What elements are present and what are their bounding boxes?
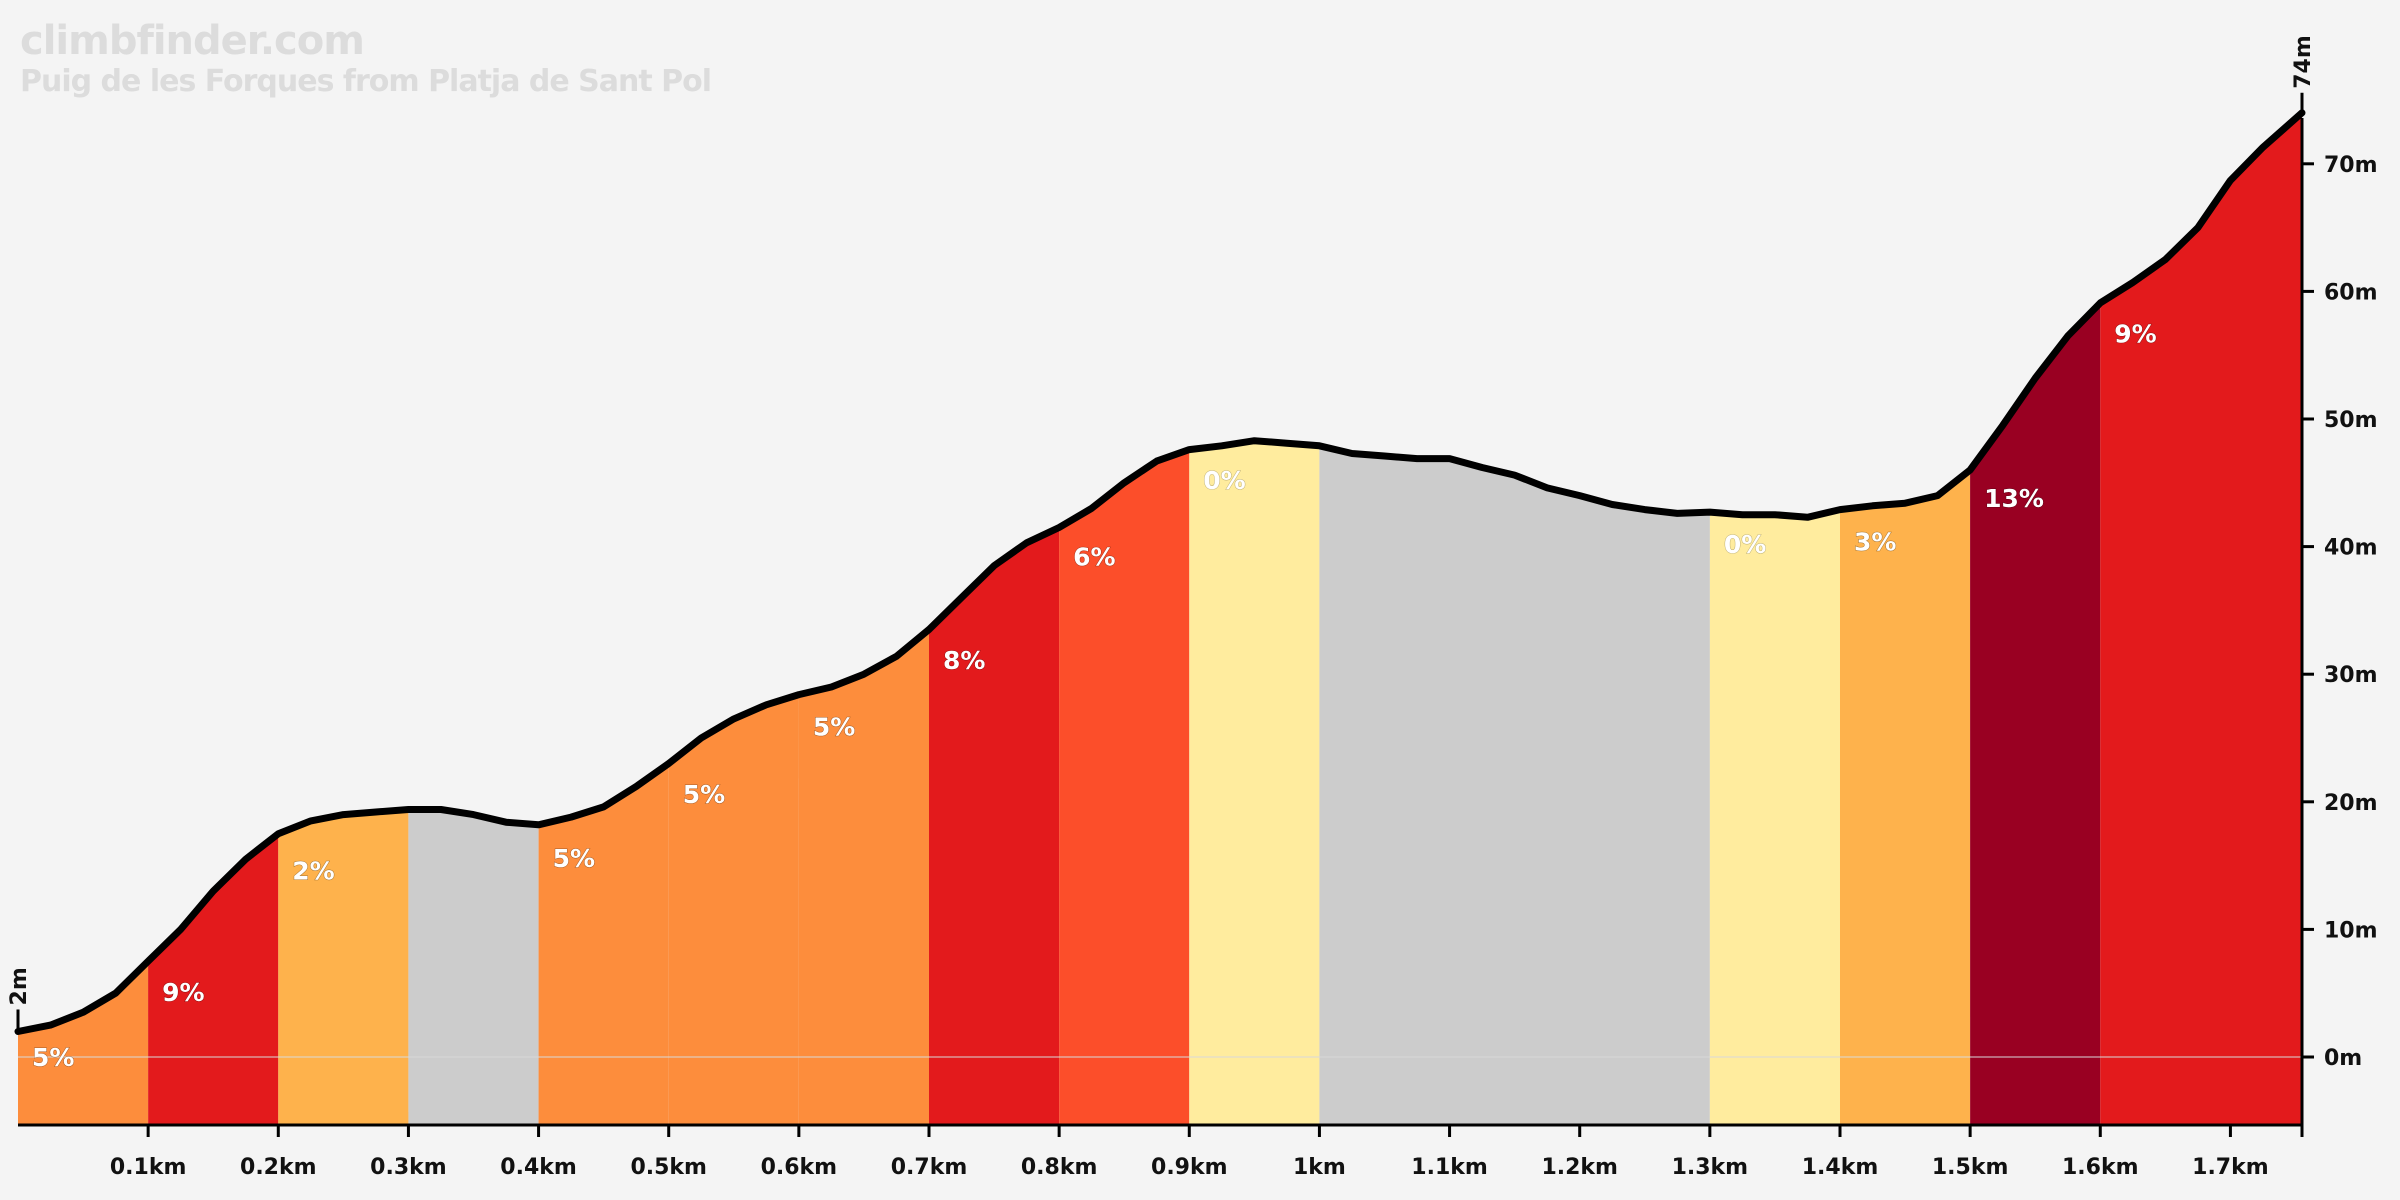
y-tick-label-4: 40m: [2324, 536, 2378, 561]
x-tick-label-5: 0.6km: [761, 1155, 838, 1180]
segment-area-2: [278, 809, 409, 1125]
y-tick-label-2: 20m: [2324, 791, 2378, 816]
y-tick-label-1: 10m: [2324, 918, 2378, 943]
segment-grade-label-1: 9%: [162, 978, 204, 1007]
segment-area-0: [18, 961, 149, 1125]
segment-grade-label-0: 5%: [32, 1043, 74, 1072]
site-name: climbfinder.com: [20, 18, 365, 64]
segment-grade-labels: 5% 9% 2% 5% 5% 5% 8% 6% 0% 0% 3% 13% 9%: [32, 319, 2158, 1072]
x-tick-label-7: 0.8km: [1021, 1155, 1098, 1180]
x-tick-label-6: 0.7km: [891, 1155, 968, 1180]
segment-area-7: [928, 527, 1060, 1125]
x-tick-label-14: 1.5km: [1932, 1155, 2009, 1180]
x-tick-label-15: 1.6km: [2062, 1155, 2139, 1180]
x-tick-label-12: 1.3km: [1672, 1155, 1749, 1180]
segment-area-12: [1839, 470, 1971, 1125]
segment-area-10: [1319, 445, 1710, 1125]
segment-grade-label-2: 2%: [292, 857, 334, 886]
segment-grade-label-11: 0%: [1724, 530, 1766, 559]
x-tick-label-2: 0.3km: [370, 1155, 447, 1180]
elevation-end-labels: 2m 74m: [7, 35, 2316, 1032]
x-tick-label-4: 0.5km: [630, 1155, 707, 1180]
x-tick-label-13: 1.4km: [1802, 1155, 1879, 1180]
y-tick-label-3: 30m: [2324, 663, 2378, 688]
x-tick-label-0: 0.1km: [110, 1155, 187, 1180]
x-tick-label-8: 0.9km: [1151, 1155, 1228, 1180]
x-tick-label-11: 1.2km: [1541, 1155, 1618, 1180]
x-tick-label-16: 1.7km: [2192, 1155, 2269, 1180]
x-tick-label-9: 1km: [1293, 1155, 1346, 1180]
segment-grade-label-4: 5%: [553, 844, 595, 873]
segment-area-13: [1970, 302, 2101, 1125]
segment-area-9: [1189, 440, 1320, 1125]
segment-area-5: [668, 694, 799, 1125]
x-axis: 0.1km 0.2km 0.3km 0.4km 0.5km 0.6km 0.7km 0.8km…: [18, 1123, 2302, 1180]
climb-title: Puig de les Forques from Platja de Sant …: [20, 64, 712, 99]
end-elevation-label: 74m: [2291, 35, 2316, 89]
y-tick-label-0: 0m: [2324, 1046, 2362, 1071]
segment-area-6: [798, 629, 929, 1125]
gradient-segments: [18, 112, 2302, 1126]
segment-grade-label-7: 8%: [943, 646, 985, 675]
segment-area-11: [1709, 509, 1840, 1126]
brand-watermark: climbfinder.com Puig de les Forques from…: [20, 18, 712, 100]
x-tick-label-1: 0.2km: [240, 1155, 317, 1180]
segment-grade-label-8: 6%: [1073, 543, 1115, 572]
y-axis: 0m 10m 20m 30m 40m 50m 60m 70m: [2300, 118, 2378, 1137]
segment-grade-label-9: 0%: [1203, 466, 1245, 495]
segment-grade-label-5: 5%: [683, 780, 725, 809]
segment-grade-label-14: 9%: [2114, 319, 2156, 348]
start-elevation-label: 2m: [7, 967, 32, 1005]
segment-grade-label-13: 13%: [1984, 484, 2044, 513]
profile-line: [14, 109, 2306, 1035]
y-tick-label-5: 50m: [2324, 408, 2378, 433]
segment-area-3: [408, 809, 539, 1125]
segment-area-8: [1059, 449, 1190, 1126]
x-tick-label-3: 0.4km: [500, 1155, 577, 1180]
segment-grade-label-12: 3%: [1854, 527, 1896, 556]
segment-grade-label-6: 5%: [813, 712, 855, 741]
segment-area-14: [2100, 112, 2302, 1126]
y-tick-label-6: 60m: [2324, 280, 2378, 305]
y-tick-label-7: 70m: [2324, 153, 2378, 178]
segment-area-4: [538, 763, 669, 1125]
x-tick-label-10: 1.1km: [1411, 1155, 1488, 1180]
segment-area-1: [148, 833, 279, 1125]
